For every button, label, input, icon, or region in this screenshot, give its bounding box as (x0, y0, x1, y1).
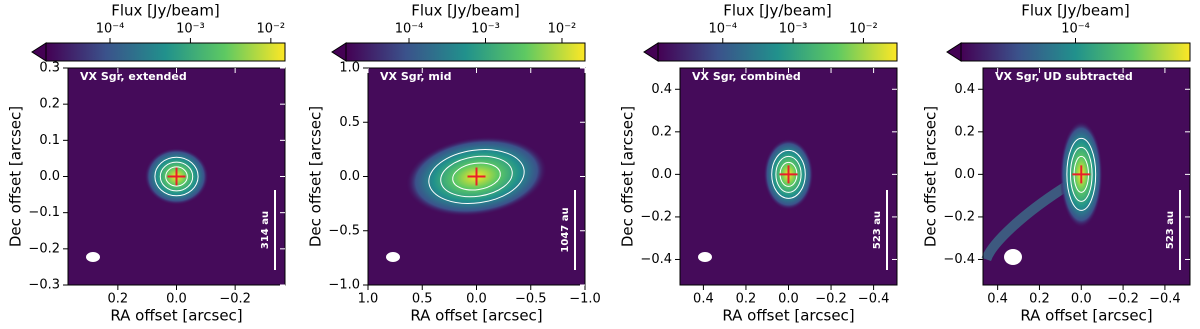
x-axis-label: RA offset [arcsec] (1020, 307, 1152, 325)
x-tick-label: 0.0 (1071, 292, 1092, 307)
x-axis-label: RA offset [arcsec] (110, 307, 242, 325)
contour (1069, 146, 1093, 202)
colorbar (345, 42, 586, 62)
colorbar-label: Flux [Jy/beam] (723, 2, 832, 20)
colorbar-tick-label: 10⁻² (257, 22, 286, 37)
y-tick-label: −0.4 (943, 252, 975, 267)
y-tick-label: 0.0 (651, 167, 672, 182)
y-tick-label: −0.4 (640, 252, 672, 267)
contour (452, 162, 501, 191)
contour (440, 155, 513, 198)
colorbar-tick-label: 10⁻³ (471, 22, 500, 37)
colorbar (657, 42, 898, 62)
y-tick-label: 0.4 (954, 82, 975, 97)
y-tick-label: 0.0 (339, 169, 360, 184)
contour (771, 149, 806, 199)
scale-bar-label: 523 au (1165, 211, 1176, 249)
x-tick-label: 0.2 (108, 292, 129, 307)
colorbar-tick-label: 10⁻⁴ (395, 22, 424, 37)
y-tick-label: 0.2 (39, 97, 60, 112)
x-tick-label: 0.2 (736, 292, 757, 307)
x-tick-label: 0.0 (166, 292, 187, 307)
y-tick-label: 0.0 (954, 167, 975, 182)
contour (154, 156, 199, 197)
beam (86, 252, 100, 262)
x-tick-label: −0.4 (1149, 292, 1181, 307)
colorbar-extension (946, 42, 962, 62)
annotation: VX Sgr, UD subtracted (995, 70, 1133, 83)
x-tick-label: −1.0 (569, 292, 601, 307)
y-tick-label: 0.1 (39, 133, 60, 148)
scale-bar-label: 1047 au (560, 207, 571, 252)
y-tick-label: 1.0 (339, 61, 360, 76)
colorbar-extension (643, 42, 659, 62)
y-tick-label: 0.5 (339, 115, 360, 130)
colorbar-extension (331, 42, 347, 62)
colorbar-label: Flux [Jy/beam] (411, 2, 520, 20)
emission (981, 180, 1072, 262)
colorbar-tick-label: 10⁻³ (779, 22, 808, 37)
colorbar-tick-label: 10⁻⁴ (1061, 22, 1090, 37)
y-axis-label: Dec offset [arcsec] (619, 106, 637, 247)
contour (159, 161, 194, 192)
colorbar-extension (31, 42, 47, 62)
y-tick-label: 0.2 (954, 124, 975, 139)
colorbar-tick-label: 10⁻⁴ (708, 22, 737, 37)
y-tick-label: −0.2 (640, 209, 672, 224)
colorbar-tick-label: 10⁻² (548, 22, 577, 37)
x-tick-label: −0.5 (515, 292, 547, 307)
x-tick-label: 1.0 (358, 292, 379, 307)
contour (1066, 137, 1097, 211)
beam (386, 252, 400, 262)
x-tick-label: 0.0 (466, 292, 487, 307)
y-tick-label: −0.5 (328, 223, 360, 238)
beam (698, 252, 712, 262)
y-axis-label: Dec offset [arcsec] (922, 106, 940, 247)
y-tick-label: 0.4 (651, 82, 672, 97)
y-tick-label: −0.1 (28, 205, 60, 220)
y-tick-label: −1.0 (328, 278, 360, 293)
y-tick-label: 0.0 (39, 169, 60, 184)
x-tick-label: −0.4 (858, 292, 890, 307)
colorbar-label: Flux [Jy/beam] (1021, 2, 1130, 20)
x-tick-label: 0.5 (412, 292, 433, 307)
colorbar (45, 42, 286, 62)
contour (428, 149, 525, 204)
colorbar-tick-label: 10⁻³ (176, 22, 205, 37)
y-tick-label: −0.2 (28, 241, 60, 256)
y-axis-label: Dec offset [arcsec] (307, 106, 325, 247)
x-axis-label: RA offset [arcsec] (410, 307, 542, 325)
x-tick-label: 0.4 (693, 292, 714, 307)
y-tick-label: −0.3 (28, 278, 60, 293)
colorbar (960, 42, 1191, 62)
x-tick-label: −0.2 (1107, 292, 1139, 307)
y-tick-label: −0.2 (943, 209, 975, 224)
contour (775, 155, 802, 193)
scale-bar-label: 314 au (260, 211, 271, 249)
scale-bar-label: 523 au (872, 211, 883, 249)
x-axis-label: RA offset [arcsec] (722, 307, 854, 325)
x-tick-label: 0.4 (987, 292, 1008, 307)
beam (1004, 249, 1022, 265)
y-tick-label: 0.2 (651, 124, 672, 139)
annotation: VX Sgr, mid (380, 70, 452, 83)
colorbar-label: Flux [Jy/beam] (111, 2, 220, 20)
x-tick-label: 0.0 (778, 292, 799, 307)
x-tick-label: −0.2 (219, 292, 251, 307)
contour (165, 166, 188, 187)
axes-frame (982, 67, 1191, 286)
y-axis-label: Dec offset [arcsec] (7, 106, 25, 247)
x-tick-label: 0.2 (1029, 292, 1050, 307)
colorbar-tick-label: 10⁻⁴ (96, 22, 125, 37)
annotation: VX Sgr, combined (692, 70, 801, 83)
annotation: VX Sgr, extended (80, 70, 187, 83)
x-tick-label: −0.2 (815, 292, 847, 307)
colorbar-tick-label: 10⁻² (849, 22, 878, 37)
y-tick-label: 0.3 (39, 61, 60, 76)
